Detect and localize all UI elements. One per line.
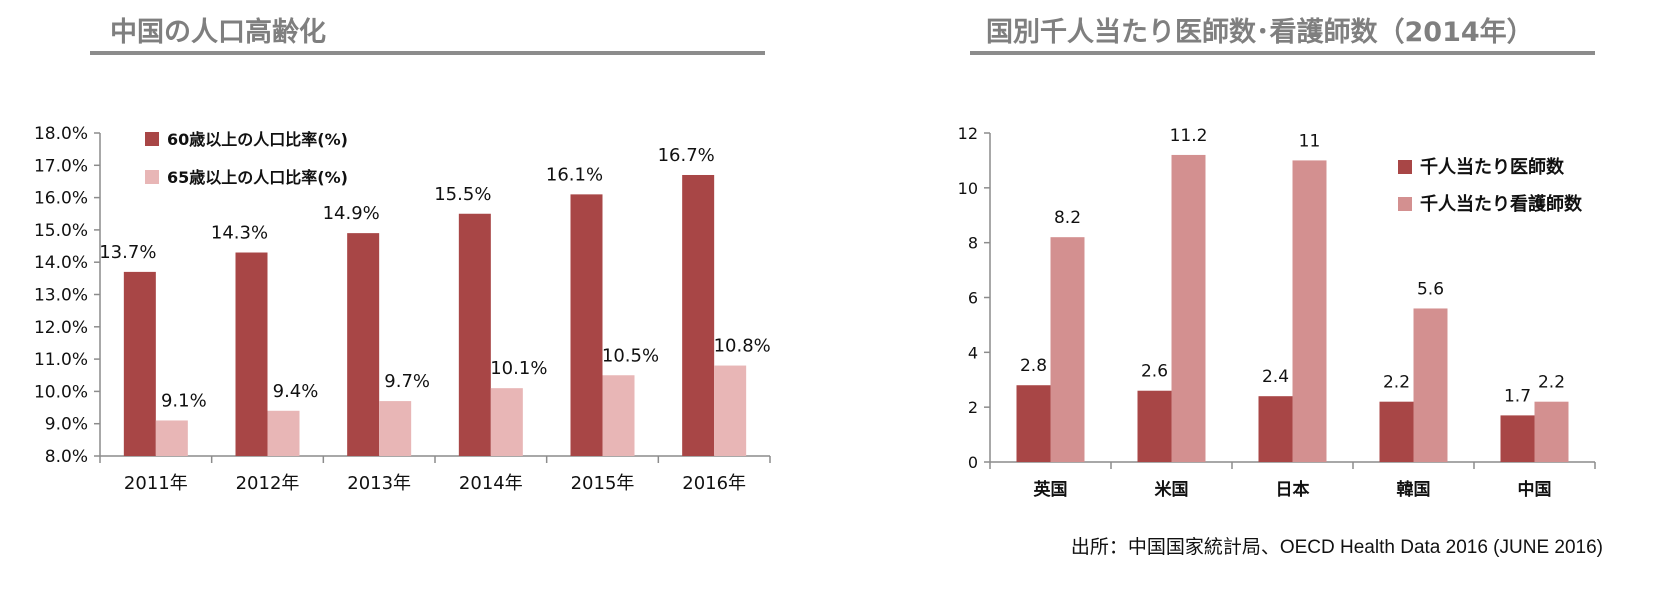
bar (602, 375, 635, 456)
y-tick-label: 0 (968, 453, 978, 472)
bar (682, 174, 715, 457)
population-aging-chart: 8.0% 9.0% 10.0% 11.0% 12.0% 13.0% 14.0% 15.0% 16… (34, 124, 771, 494)
x-tick-label: 韓国 (1397, 479, 1431, 500)
data-label: 2.8 (1020, 356, 1047, 376)
legend-label: 60歳以上の人口比率(%) (167, 130, 348, 149)
bar (1292, 160, 1327, 462)
data-label: 1.7 (1504, 386, 1531, 406)
source-note: 出所：中国国家統計局、OECD Health Data 2016 (JUNE 2… (1070, 537, 1603, 558)
bar (1534, 401, 1569, 462)
y-tick-label: 18.0% (34, 124, 88, 144)
y-tick-label: 10.0% (34, 382, 88, 402)
x-tick-label: 中国 (1518, 479, 1552, 500)
bar (1413, 308, 1448, 462)
data-label: 2.4 (1262, 367, 1289, 387)
bar (1050, 237, 1085, 462)
data-label: 9.7% (384, 371, 430, 392)
bar (123, 271, 156, 456)
legend-swatch (1398, 197, 1412, 211)
x-tick-label: 2012年 (236, 473, 300, 494)
legend-swatch (145, 170, 159, 184)
bar (1500, 415, 1535, 462)
data-label: 10.1% (490, 358, 547, 379)
data-label: 10.8% (714, 336, 771, 357)
data-label: 11.2 (1170, 126, 1208, 146)
data-label: 2.2 (1538, 373, 1565, 393)
y-tick-label: 17.0% (34, 156, 88, 176)
y-tick-label: 16.0% (34, 189, 88, 209)
bar (347, 233, 380, 456)
data-label: 9.4% (273, 381, 319, 402)
data-label: 10.5% (602, 345, 659, 366)
data-label: 15.5% (434, 184, 491, 205)
data-label: 2.6 (1141, 362, 1168, 382)
y-tick-label: 8.0% (45, 447, 88, 467)
x-tick-label: 2015年 (571, 473, 635, 494)
bar (155, 420, 188, 456)
left-chart-title: 中国の人口高齢化 (110, 17, 326, 48)
y-tick-label: 6 (968, 289, 978, 308)
x-tick-label: 2014年 (459, 473, 523, 494)
y-tick-label: 12 (958, 124, 978, 143)
bar (490, 388, 523, 456)
legend-swatch (145, 132, 159, 146)
legend-swatch (1398, 160, 1412, 174)
bar (1137, 390, 1172, 462)
left-title-rule (90, 51, 765, 55)
bar (267, 410, 300, 456)
bar (458, 213, 491, 456)
x-tick-label: 2013年 (347, 473, 411, 494)
doctors-nurses-chart: 0 2 4 6 8 10 12 英国 米国 日本 韓国 中国 2.8 8.2 2.6 11.2 2.4 11 2.2… (958, 124, 1596, 500)
y-tick-label: 15.0% (34, 221, 88, 241)
x-tick-label: 2016年 (682, 473, 746, 494)
y-tick-label: 13.0% (34, 286, 88, 306)
data-label: 5.6 (1417, 279, 1444, 299)
y-tick-label: 9.0% (45, 415, 88, 435)
bar (379, 401, 412, 456)
data-label: 16.1% (546, 164, 603, 185)
x-tick-label: 日本 (1276, 479, 1310, 500)
y-tick-label: 4 (968, 343, 978, 362)
data-label: 8.2 (1054, 208, 1081, 228)
bar (570, 194, 603, 456)
bar (1171, 154, 1206, 462)
y-tick-label: 8 (968, 234, 978, 253)
right-chart-title: 国別千人当たり医師数･看護師数（2014年） (986, 17, 1534, 48)
data-label: 13.7% (99, 242, 156, 263)
data-label: 9.1% (161, 390, 207, 411)
bar (235, 252, 268, 456)
data-label: 11 (1299, 131, 1321, 151)
data-label: 14.3% (211, 223, 268, 244)
y-tick-label: 11.0% (34, 350, 88, 370)
bar (714, 365, 747, 456)
right-title-rule (970, 51, 1595, 55)
bar (1016, 385, 1051, 462)
legend-label: 千人当たり看護師数 (1420, 193, 1583, 215)
y-tick-label: 14.0% (34, 253, 88, 273)
bar (1258, 396, 1293, 462)
data-label: 16.7% (658, 145, 715, 166)
bar (1379, 401, 1414, 462)
y-tick-label: 12.0% (34, 318, 88, 338)
x-tick-label: 英国 (1034, 479, 1068, 500)
x-tick-label: 2011年 (124, 473, 188, 494)
data-label: 14.9% (323, 203, 380, 224)
x-tick-label: 米国 (1155, 479, 1189, 500)
data-label: 2.2 (1383, 373, 1410, 393)
legend-label: 千人当たり医師数 (1420, 156, 1565, 178)
y-tick-label: 2 (968, 398, 978, 417)
y-tick-label: 10 (958, 179, 978, 198)
legend-label: 65歳以上の人口比率(%) (167, 168, 348, 187)
